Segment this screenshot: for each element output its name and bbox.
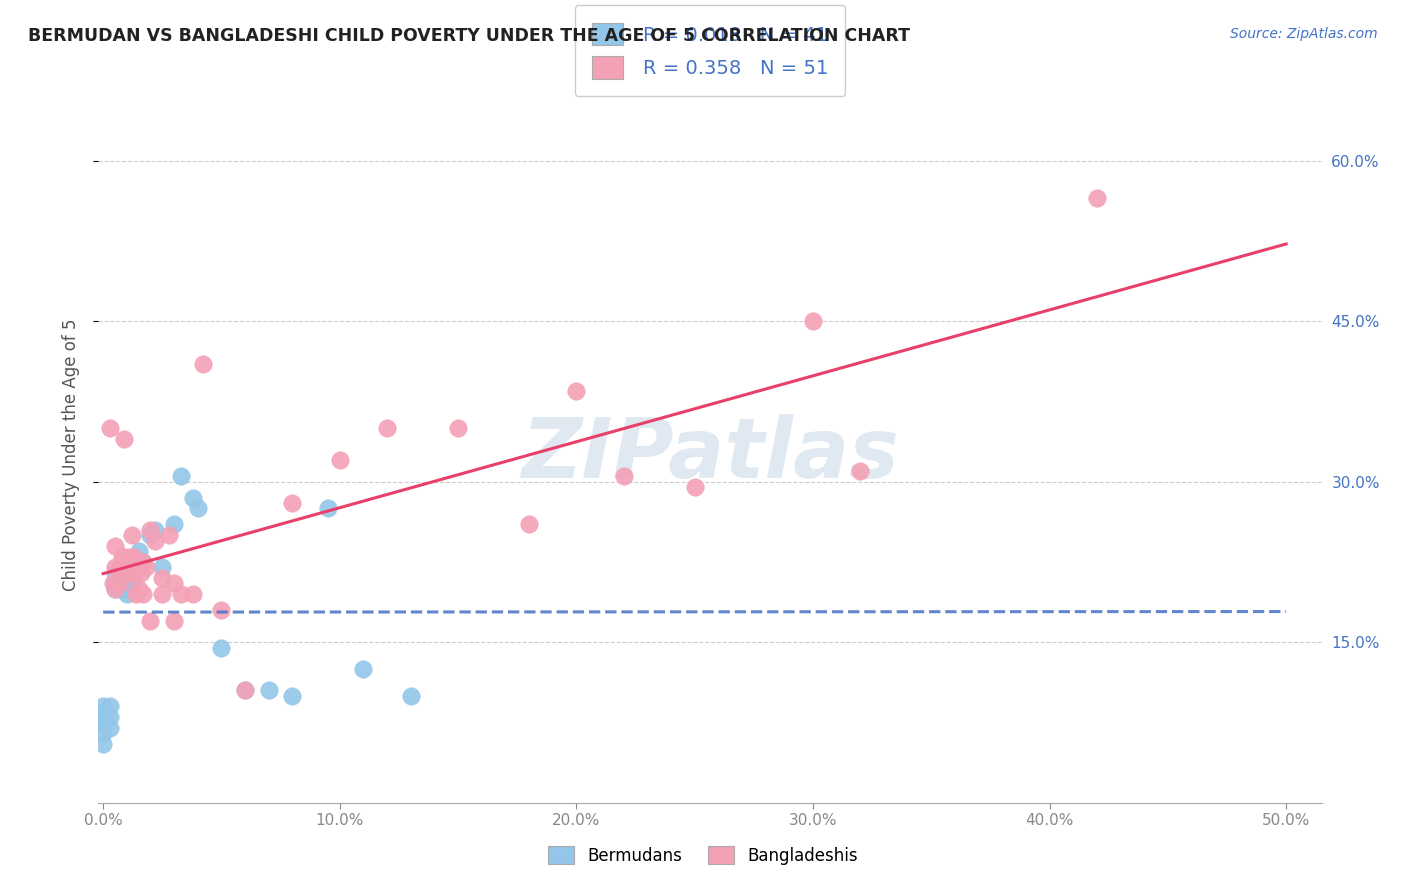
Point (163, 576, 186, 591)
Point (91, 726, 114, 740)
Point (111, 566, 134, 580)
Point (101, 576, 124, 591)
Point (111, 582, 134, 596)
Point (104, 560, 127, 574)
Point (128, 582, 150, 596)
Point (517, 517, 540, 532)
Point (211, 603, 233, 617)
Point (139, 523, 162, 537)
Legend: Bermudans, Bangladeshis: Bermudans, Bangladeshis (537, 836, 869, 875)
Point (211, 640, 233, 655)
Point (181, 587, 204, 601)
Point (129, 566, 152, 580)
Point (150, 571, 173, 585)
Point (316, 501, 339, 516)
Point (122, 549, 145, 564)
Point (128, 560, 150, 574)
Point (111, 571, 134, 585)
Point (98, 421, 121, 435)
Point (121, 566, 143, 580)
Point (115, 566, 138, 580)
Point (118, 566, 141, 580)
Point (143, 523, 166, 537)
Point (132, 587, 155, 601)
Point (329, 453, 352, 467)
Point (132, 555, 155, 569)
Point (181, 491, 204, 505)
Point (104, 576, 127, 591)
Point (115, 587, 138, 601)
Point (233, 683, 256, 698)
Point (128, 555, 150, 569)
Point (163, 614, 186, 628)
Point (170, 469, 193, 483)
Point (399, 689, 422, 703)
Point (115, 571, 138, 585)
Point (375, 421, 398, 435)
Point (683, 480, 706, 494)
Point (132, 555, 155, 569)
Text: ZIPatlas: ZIPatlas (522, 415, 898, 495)
Point (135, 560, 157, 574)
Point (281, 496, 304, 510)
Point (1085, 191, 1108, 205)
Point (139, 528, 162, 542)
Point (233, 683, 256, 698)
Point (281, 689, 304, 703)
Point (91, 705, 114, 719)
Point (111, 560, 134, 574)
Y-axis label: Child Poverty Under the Age of 5: Child Poverty Under the Age of 5 (62, 318, 80, 591)
Point (191, 357, 214, 371)
Point (849, 464, 872, 478)
Point (98, 721, 121, 735)
Point (150, 560, 173, 574)
Point (139, 614, 162, 628)
Point (115, 555, 138, 569)
Point (801, 314, 824, 328)
Point (118, 582, 141, 596)
Point (352, 662, 374, 676)
Point (91, 715, 114, 730)
Text: BERMUDAN VS BANGLADESHI CHILD POVERTY UNDER THE AGE OF 5 CORRELATION CHART: BERMUDAN VS BANGLADESHI CHILD POVERTY UN… (28, 27, 910, 45)
Point (104, 582, 127, 596)
Point (613, 469, 636, 483)
Text: Source: ZipAtlas.com: Source: ZipAtlas.com (1230, 27, 1378, 41)
Point (91, 710, 114, 724)
Point (187, 501, 209, 516)
Point (121, 560, 143, 574)
Point (163, 517, 186, 532)
Point (121, 528, 143, 542)
Point (150, 587, 173, 601)
Point (98, 710, 121, 724)
Point (108, 576, 131, 591)
Point (104, 539, 127, 553)
Point (170, 587, 193, 601)
Point (108, 571, 131, 585)
Point (91, 737, 114, 751)
Point (91, 699, 114, 714)
Point (118, 549, 141, 564)
Point (128, 544, 150, 558)
Point (122, 560, 145, 574)
Point (122, 566, 145, 580)
Point (114, 432, 136, 446)
Point (565, 384, 588, 398)
Point (125, 587, 148, 601)
Point (114, 549, 136, 564)
Point (157, 528, 180, 542)
Point (104, 582, 127, 596)
Point (257, 683, 280, 698)
Point (143, 533, 166, 548)
Point (447, 421, 470, 435)
Point (108, 560, 131, 574)
Point (114, 560, 136, 574)
Point (98, 699, 121, 714)
Legend: R = 0.018   N = 41, R = 0.358   N = 51: R = 0.018 N = 41, R = 0.358 N = 51 (575, 5, 845, 96)
Point (104, 566, 127, 580)
Point (121, 576, 143, 591)
Point (118, 566, 141, 580)
Point (111, 549, 134, 564)
Point (108, 582, 131, 596)
